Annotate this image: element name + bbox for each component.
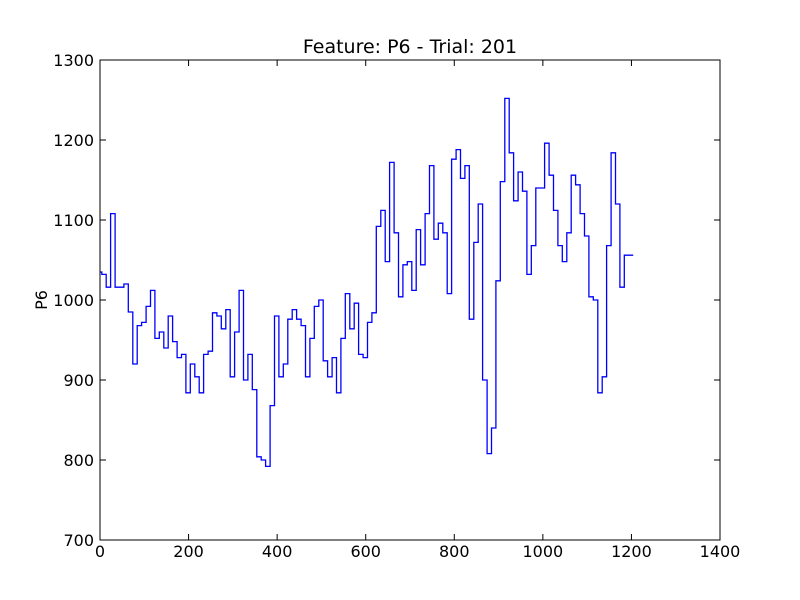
y-tick-label: 1300 <box>53 51 94 70</box>
axes-frame <box>99 59 721 541</box>
chart-title: Feature: P6 - Trial: 201 <box>303 36 517 58</box>
y-tick-label: 1200 <box>53 131 94 150</box>
y-tick-label: 1100 <box>53 211 94 230</box>
y-tick-label: 800 <box>63 451 94 470</box>
y-axis-label: P6 <box>32 290 51 310</box>
x-tick-label: 1200 <box>611 542 652 561</box>
x-tick-label: 400 <box>262 542 293 561</box>
series-line-0 <box>100 97 634 468</box>
plot-area: 0 200 400 600 800 1000 1200 1400 700 800 900 1000 11… <box>53 51 740 561</box>
x-tick-label: 1400 <box>700 542 741 561</box>
y-tick-label: 700 <box>63 531 94 550</box>
x-tick-label: 600 <box>350 542 381 561</box>
x-tick-label: 800 <box>439 542 470 561</box>
y-tick-label: 1000 <box>53 291 94 310</box>
x-tick-label: 200 <box>173 542 204 561</box>
x-tick-label: 0 <box>95 542 105 561</box>
y-tick-label: 900 <box>63 371 94 390</box>
x-tick-label: 1000 <box>522 542 563 561</box>
